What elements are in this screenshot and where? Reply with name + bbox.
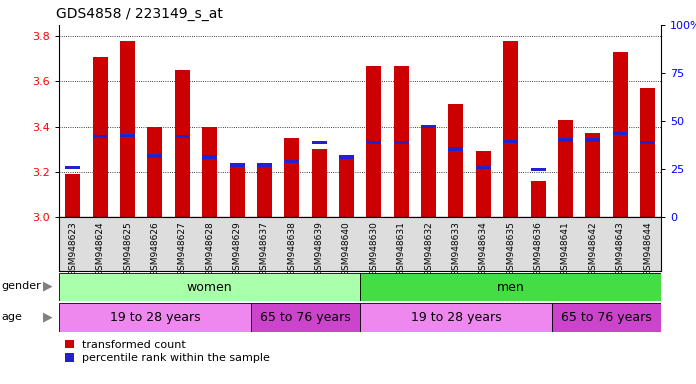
Text: GSM948626: GSM948626 [150, 221, 159, 276]
Bar [148, 154, 162, 158]
Bar [640, 88, 655, 217]
Text: GSM948623: GSM948623 [68, 221, 77, 276]
Bar [120, 134, 135, 137]
Legend: transformed count, percentile rank within the sample: transformed count, percentile rank withi… [65, 339, 270, 363]
Text: GSM948642: GSM948642 [588, 221, 597, 276]
Text: 19 to 28 years: 19 to 28 years [110, 311, 200, 324]
Text: GSM948643: GSM948643 [616, 221, 624, 276]
Bar [503, 41, 519, 217]
Bar [552, 303, 661, 332]
Text: GSM948640: GSM948640 [342, 221, 351, 276]
Text: GSM948638: GSM948638 [287, 221, 296, 276]
Text: 65 to 76 years: 65 to 76 years [260, 311, 351, 324]
Text: GSM948629: GSM948629 [232, 221, 242, 276]
Bar [284, 138, 299, 217]
Bar [448, 147, 464, 151]
Text: GSM948644: GSM948644 [643, 221, 652, 276]
Bar [257, 167, 272, 217]
Bar [284, 160, 299, 163]
Bar [175, 135, 190, 139]
Bar [175, 70, 190, 217]
Bar [339, 156, 354, 217]
Text: GSM948641: GSM948641 [561, 221, 570, 276]
Bar [59, 303, 251, 332]
Text: GSM948633: GSM948633 [452, 221, 461, 276]
Bar [339, 156, 354, 159]
Bar [93, 56, 108, 217]
Text: GSM948639: GSM948639 [315, 221, 324, 276]
Bar [394, 66, 409, 217]
Bar [93, 135, 108, 139]
Text: GSM948637: GSM948637 [260, 221, 269, 276]
Text: GSM948630: GSM948630 [370, 221, 379, 276]
Text: GSM948624: GSM948624 [96, 221, 104, 276]
Bar [476, 166, 491, 169]
Text: 65 to 76 years: 65 to 76 years [561, 311, 652, 324]
Text: GDS4858 / 223149_s_at: GDS4858 / 223149_s_at [56, 7, 223, 21]
Bar [120, 41, 135, 217]
Bar [361, 273, 661, 301]
Text: GSM948632: GSM948632 [424, 221, 433, 276]
Bar [230, 163, 244, 217]
Text: men: men [497, 281, 525, 293]
Bar [640, 141, 655, 144]
Bar [312, 141, 326, 144]
Text: GSM948636: GSM948636 [534, 221, 543, 276]
Bar [202, 127, 217, 217]
Bar [585, 133, 601, 217]
Text: ▶: ▶ [43, 280, 53, 293]
Bar [394, 141, 409, 144]
Text: GSM948628: GSM948628 [205, 221, 214, 276]
Bar [251, 303, 361, 332]
Bar [312, 149, 326, 217]
Text: 19 to 28 years: 19 to 28 years [411, 311, 501, 324]
Bar [558, 139, 573, 142]
Bar [202, 156, 217, 159]
Bar [65, 174, 80, 217]
Bar [503, 139, 519, 143]
Text: GSM948635: GSM948635 [506, 221, 515, 276]
Bar [558, 120, 573, 217]
Bar [257, 163, 272, 167]
Bar [448, 104, 464, 217]
Text: women: women [187, 281, 232, 293]
Bar [421, 125, 436, 128]
Text: GSM948634: GSM948634 [479, 221, 488, 276]
Text: GSM948631: GSM948631 [397, 221, 406, 276]
Bar [148, 127, 162, 217]
Bar [530, 181, 546, 217]
Bar [421, 127, 436, 217]
Bar [476, 151, 491, 217]
Bar [366, 141, 381, 144]
Bar [366, 66, 381, 217]
Bar [361, 303, 552, 332]
Text: GSM948627: GSM948627 [177, 221, 187, 276]
Bar [230, 163, 244, 167]
Bar [530, 168, 546, 171]
Text: gender: gender [1, 281, 41, 291]
Text: age: age [1, 312, 22, 322]
Bar [585, 139, 601, 142]
Bar [59, 273, 361, 301]
Bar [612, 132, 628, 135]
Text: GSM948625: GSM948625 [123, 221, 132, 276]
Bar [65, 166, 80, 169]
Text: ▶: ▶ [43, 310, 53, 323]
Bar [612, 52, 628, 217]
